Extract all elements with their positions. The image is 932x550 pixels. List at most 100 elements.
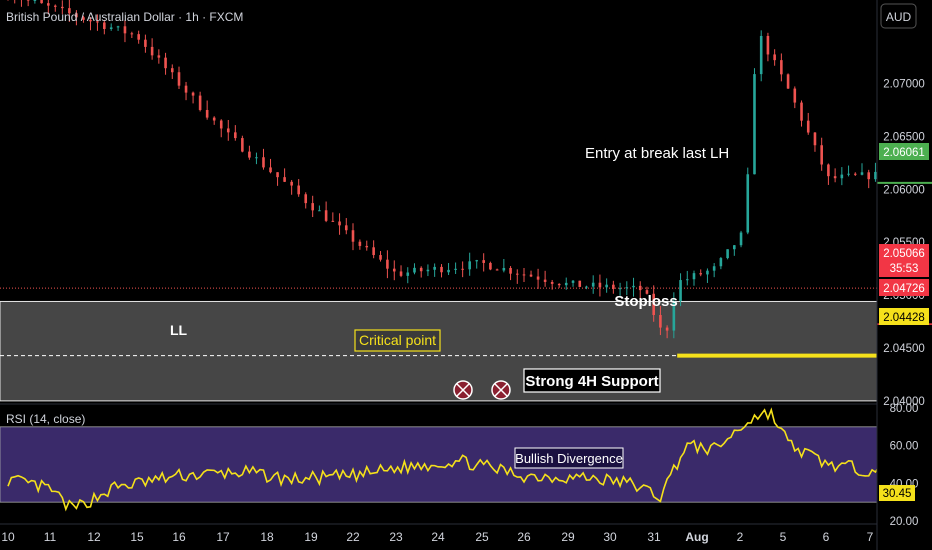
candle-body <box>860 172 864 175</box>
candle-body <box>191 92 195 96</box>
candle-body <box>793 88 797 103</box>
candle-body <box>248 151 251 158</box>
x-tick-label: 23 <box>389 530 403 544</box>
bullish-divergence-box <box>514 447 624 469</box>
candle-body <box>379 255 382 260</box>
candle-body <box>47 3 50 6</box>
candle-body <box>719 258 723 267</box>
uk-flag-icon[interactable] <box>453 380 473 400</box>
rsi-value-tag <box>879 485 915 501</box>
candle-body <box>351 230 355 242</box>
candle-body <box>433 266 436 270</box>
entry-label-bg <box>580 141 720 163</box>
candle-body <box>522 274 526 276</box>
candle-body <box>338 221 341 226</box>
countdown-label: 35:53 <box>890 263 919 275</box>
candle-body <box>618 288 622 290</box>
rsi-tick-label: 80.00 <box>890 403 919 415</box>
x-tick-label: Aug <box>685 530 708 544</box>
candle-body <box>557 283 561 286</box>
x-tick-label: 11 <box>44 530 57 544</box>
candle-body <box>515 273 519 275</box>
candle-body <box>170 68 174 73</box>
candle-body <box>419 267 423 272</box>
y-tick-label: 2.04000 <box>883 396 925 408</box>
candle-body <box>276 172 279 178</box>
candle-body <box>543 279 547 282</box>
x-tick-label: 2 <box>737 530 744 544</box>
candle-body <box>712 266 716 271</box>
candle-body <box>304 194 308 204</box>
candle-body <box>571 280 575 283</box>
x-tick-label: 19 <box>304 530 318 544</box>
candle-body <box>806 120 810 133</box>
candle-body <box>665 327 669 331</box>
y-tick-label: 2.06000 <box>883 184 925 196</box>
candle-body <box>739 232 743 246</box>
candle-body <box>33 0 37 1</box>
price-scale[interactable]: AUD 2.070002.065002.060002.055002.050002… <box>876 0 929 550</box>
candle-body <box>241 138 244 152</box>
strong-support-label: Strong 4H Support <box>525 373 658 390</box>
candle-body <box>800 102 803 121</box>
x-tick-label: 12 <box>87 530 101 544</box>
candle-body <box>324 210 328 221</box>
rsi-tick-label: 60.00 <box>890 441 919 453</box>
candle-body <box>372 247 375 256</box>
y-tick-label: 2.07000 <box>883 79 925 91</box>
x-tick-label: 5 <box>780 530 787 544</box>
price-pane[interactable]: Entry at break last LH Stoploss LL Criti… <box>0 0 932 402</box>
candle-body <box>699 273 703 275</box>
strong-support-box <box>523 368 661 393</box>
bullish-divergence-label: Bullish Divergence <box>515 451 623 466</box>
candle-body <box>813 132 817 146</box>
uk-flag-icon[interactable] <box>491 380 511 400</box>
candle-body <box>692 273 696 280</box>
currency-button[interactable] <box>880 3 917 29</box>
candle-body <box>137 34 140 40</box>
candle-body <box>759 35 763 75</box>
candle-body <box>502 267 506 271</box>
candle-body <box>82 17 85 20</box>
candle-body <box>550 281 554 284</box>
entry-price-label: 2.06061 <box>883 147 925 159</box>
time-axis[interactable]: 10 11 12 15 16 17 18 19 22 23 24 25 26 29 30 31 Aug 2 5 6 7 <box>0 523 877 544</box>
candle-body <box>726 249 729 259</box>
candle-body <box>205 109 209 118</box>
stoploss-label: Stoploss <box>614 293 677 310</box>
x-tick-label: 30 <box>603 530 617 544</box>
candle-body <box>297 185 300 195</box>
candle-body <box>598 282 602 288</box>
x-tick-label: 17 <box>216 530 230 544</box>
x-tick-label: 10 <box>1 530 15 544</box>
current-price-label: 2.05066 <box>883 248 925 260</box>
candle-body <box>536 276 540 280</box>
x-tick-label: 29 <box>561 530 575 544</box>
candle-body <box>578 280 582 287</box>
candle-body <box>177 72 181 86</box>
rsi-title: RSI (14, close) <box>6 412 85 426</box>
candle-body <box>164 57 167 69</box>
candle-body <box>672 300 676 331</box>
candle-body <box>888 173 891 177</box>
candle-body <box>461 268 464 270</box>
candle-body <box>331 220 335 222</box>
candle-body <box>753 74 756 175</box>
entry-label: Entry at break last LH <box>585 145 729 162</box>
candle-body <box>234 132 237 139</box>
candle-body <box>198 95 202 110</box>
y-tick-label: 2.04500 <box>883 343 925 355</box>
candle-body <box>61 6 64 9</box>
stoploss-price-label: 2.04726 <box>883 283 925 295</box>
candle-body <box>489 262 492 270</box>
candle-body <box>786 74 790 89</box>
candle-body <box>706 270 709 275</box>
candle-body <box>447 269 450 273</box>
rsi-pane[interactable]: RSI (14, close) Bullish Divergence <box>0 407 932 515</box>
candle-body <box>901 166 904 174</box>
candle-body <box>833 176 837 179</box>
candle-body <box>262 157 265 168</box>
x-tick-label: 26 <box>517 530 531 544</box>
candle-body <box>867 172 871 180</box>
